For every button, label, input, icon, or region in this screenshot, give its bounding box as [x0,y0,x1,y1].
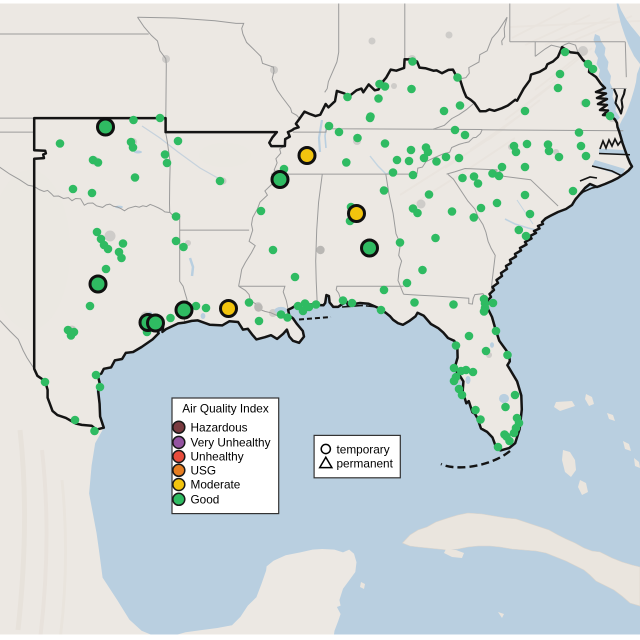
svg-text:USG: USG [191,464,217,478]
svg-text:Very Unhealthy: Very Unhealthy [191,436,271,450]
svg-text:Hazardous: Hazardous [191,420,248,434]
svg-text:Good: Good [191,493,220,507]
svg-text:permanent: permanent [337,457,394,471]
svg-text:temporary: temporary [337,443,390,457]
svg-text:Air Quality Index: Air Quality Index [182,402,269,416]
svg-text:Unhealthy: Unhealthy [191,450,244,464]
svg-text:Moderate: Moderate [191,478,241,492]
